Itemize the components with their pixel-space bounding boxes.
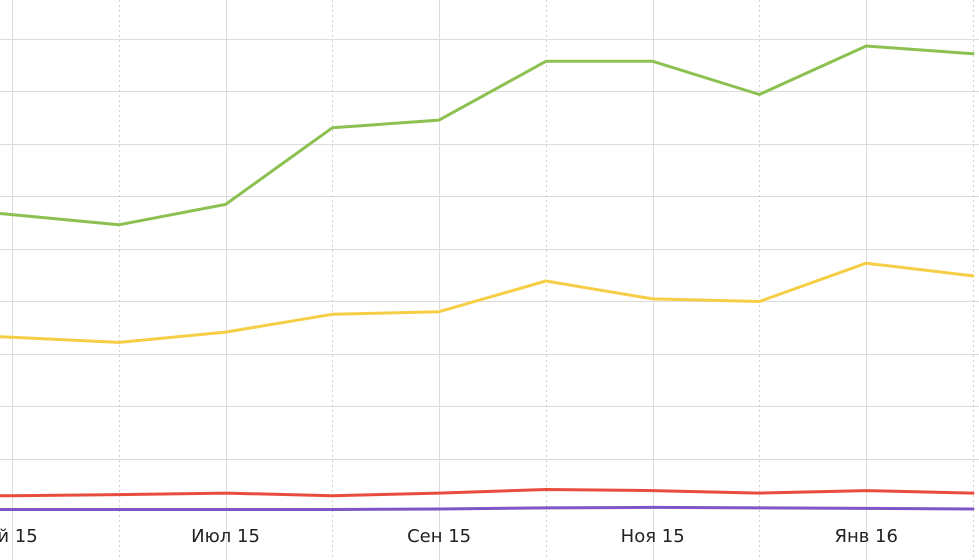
x-tick-label: Ноя 15 (621, 526, 685, 547)
x-axis-ticks: ай 15 Июл 15 Сен 15 Ноя 15 Янв 16 (0, 526, 898, 547)
series-line-4 (0, 505, 975, 512)
x-tick-label: Сен 15 (407, 526, 471, 547)
series-line-2 (0, 261, 975, 344)
series-line-3 (0, 488, 975, 498)
x-tick-label: Янв 16 (834, 526, 898, 547)
x-tick-label: Июл 15 (191, 526, 260, 547)
series-group (0, 44, 975, 512)
series-line-1 (0, 44, 975, 227)
x-tick-label: ай 15 (0, 526, 38, 547)
